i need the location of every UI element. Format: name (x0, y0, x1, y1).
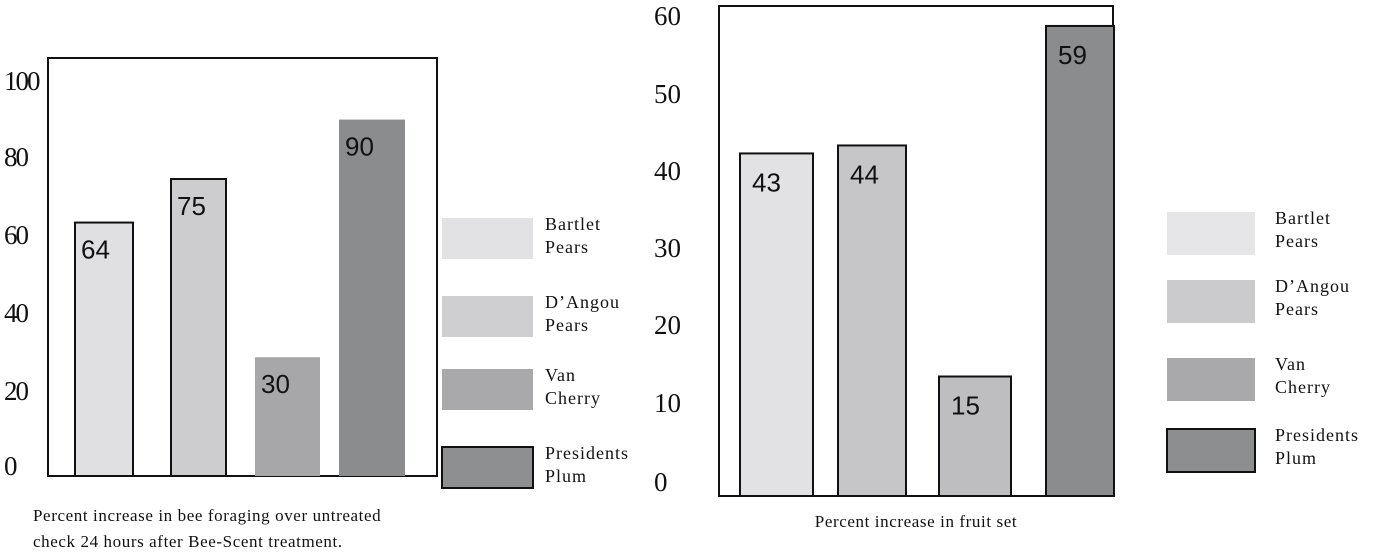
y-tick-label: 50 (654, 79, 681, 109)
chart-caption: check 24 hours after Bee-Scent treatment… (33, 532, 343, 551)
legend-label: Bartlet (1275, 208, 1331, 228)
legend-label: Van (545, 365, 576, 385)
bar-2 (170, 178, 227, 477)
y-tick-label: 10 (654, 388, 681, 418)
legend-label: Pears (545, 315, 589, 335)
y-tick-label: 40 (654, 156, 681, 186)
legend-swatch (1167, 212, 1255, 255)
bar-1 (74, 221, 134, 477)
legend-swatch (442, 296, 533, 337)
y-tick-label: 0 (4, 451, 17, 481)
legend-label: D’Angou (1275, 276, 1350, 296)
y-tick-label: 60 (654, 1, 681, 31)
legend-label: Cherry (545, 388, 601, 408)
legend-label: Presidents (1275, 425, 1359, 445)
legend-label: Bartlet (545, 214, 601, 234)
bar-value-label: 30 (261, 369, 290, 399)
bar-value-label: 59 (1058, 40, 1087, 70)
bar-value-label: 44 (850, 159, 879, 189)
bar-3 (938, 375, 1012, 497)
legend-label: Plum (545, 466, 587, 486)
bar-1 (739, 152, 814, 498)
y-tick-label: 0 (654, 467, 668, 497)
legend-label: Pears (1275, 299, 1319, 319)
chart-caption: Percent increase in fruit set (815, 512, 1017, 531)
y-tick-label: 20 (4, 376, 29, 406)
legend-label: Pears (545, 237, 589, 257)
bar-2 (837, 144, 907, 497)
bar-3 (255, 357, 320, 476)
bar-value-label: 15 (951, 391, 980, 421)
legend-label: D’Angou (545, 292, 620, 312)
y-tick-label: 30 (654, 233, 681, 263)
legend-swatch (1166, 428, 1256, 473)
bar-value-label: 43 (752, 167, 781, 197)
y-tick-label: 60 (4, 220, 29, 250)
legend-swatch (1167, 280, 1255, 323)
chart-2: 0 10 20 30 40 50 60 43 44 15 59 Bartlet Pears D’Angou… (654, 1, 1359, 531)
legend-swatch (442, 218, 533, 259)
y-tick-label: 20 (654, 310, 681, 340)
legend-label: Cherry (1275, 377, 1331, 397)
y-tick-label: 100 (4, 66, 40, 96)
plot-frame (47, 57, 438, 477)
legend-swatch (441, 446, 534, 489)
legend-label: Pears (1275, 231, 1319, 251)
legend-label: Van (1275, 354, 1306, 374)
y-tick-label: 80 (4, 142, 29, 172)
bar-value-label: 90 (345, 132, 374, 162)
bar-4 (339, 119, 405, 476)
bar-4 (1045, 24, 1115, 497)
bar-value-label: 64 (81, 235, 110, 265)
legend-label: Plum (1275, 448, 1317, 468)
y-tick-label: 40 (4, 298, 29, 328)
legend-label: Presidents (545, 443, 629, 463)
legend-swatch (1167, 358, 1255, 401)
bar-value-label: 75 (177, 191, 206, 221)
chart-1: 0 20 40 60 80 100 64 75 30 90 Bartlet Pears D’Angou P… (4, 57, 629, 551)
legend-swatch (442, 369, 533, 410)
chart-caption: Percent increase in bee foraging over un… (33, 506, 381, 525)
